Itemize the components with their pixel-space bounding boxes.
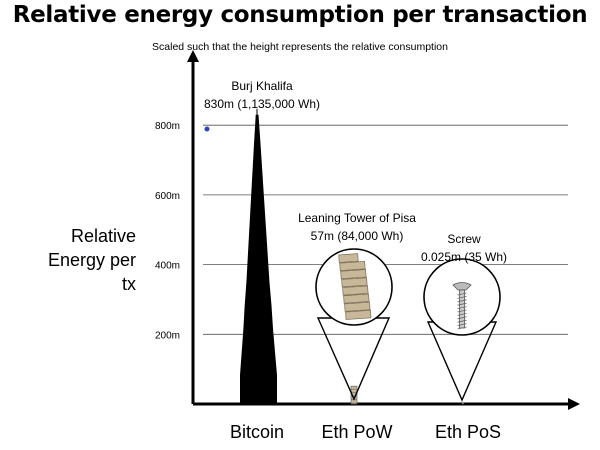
- marker-dot: [204, 126, 210, 132]
- screw-thread: [457, 316, 467, 320]
- screw-thread: [457, 296, 467, 299]
- screw-shaft: [459, 289, 465, 329]
- pisa-illustration-tier: [342, 285, 369, 296]
- annotation-name: Screw: [447, 232, 481, 246]
- y-axis-label-line-2: Energy per tx: [47, 250, 136, 294]
- pisa-illustration-tier: [340, 269, 367, 280]
- screw-thread: [457, 309, 467, 313]
- x-category-bitcoin: Bitcoin: [229, 422, 285, 442]
- bar-eth-pos-screw: [462, 402, 464, 404]
- screw-thread: [457, 323, 467, 326]
- pisa-illustration-tier: [343, 293, 370, 304]
- chart-title: Relative energy consumption per transact…: [12, 2, 588, 28]
- y-tick-label: 400m: [155, 261, 180, 272]
- pisa-illustration-tier: [341, 277, 368, 288]
- screw-thread: [457, 306, 467, 309]
- y-tick-label: 200m: [155, 330, 180, 341]
- screw-thread: [457, 313, 467, 316]
- annotation-value: 0.025m (35 Wh): [421, 250, 507, 264]
- pisa-illustration-tier: [338, 253, 359, 263]
- x-category-eth-pow: Eth PoW: [321, 422, 393, 442]
- y-tick-label: 800m: [155, 121, 180, 132]
- screw-thread: [457, 302, 467, 306]
- screw-thread: [457, 319, 467, 323]
- bar-eth-pow-pisa: [350, 385, 358, 405]
- pisa-illustration-tier: [339, 261, 366, 271]
- annotation-value: 830m (1,135,000 Wh): [204, 97, 320, 111]
- x-axis-arrow: [568, 398, 580, 410]
- x-category-eth-pos: Eth PoS: [434, 422, 502, 442]
- y-axis-label-line-1: Relative: [70, 226, 136, 246]
- pisa-illustration-tier: [345, 309, 372, 320]
- screw-thread: [457, 292, 467, 296]
- pisa-illustration-tier: [344, 301, 371, 312]
- y-tick-label: 600m: [155, 191, 180, 202]
- screw-head: [452, 282, 472, 291]
- y-axis-label: Relative Energy per tx: [36, 224, 136, 296]
- chart-subtitle: Scaled such that the height represents t…: [152, 41, 448, 53]
- annotation-name: Leaning Tower of Pisa: [298, 211, 416, 225]
- annotation-value: 57m (84,000 Wh): [311, 229, 404, 243]
- bar-bitcoin-burj-khalifa: [240, 114, 277, 405]
- annotation-name: Burj Khalifa: [231, 79, 293, 93]
- y-axis-arrow: [187, 50, 199, 62]
- screw-thread: [457, 326, 467, 330]
- screw-thread: [457, 299, 467, 303]
